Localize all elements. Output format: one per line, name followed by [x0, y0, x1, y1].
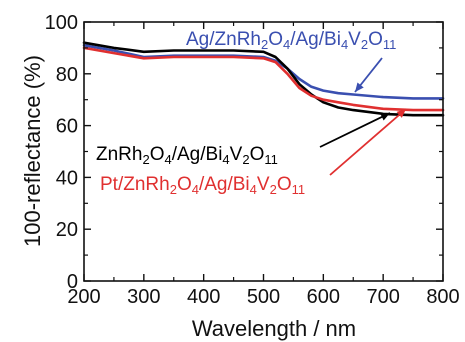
legend-subscript: 4 — [341, 37, 348, 52]
x-tick-label: 500 — [247, 286, 280, 308]
legend-text-part: O — [250, 144, 265, 165]
legend-text-part: O — [150, 144, 165, 165]
legend-arrow-2 — [329, 108, 407, 176]
legend-text-part: V — [348, 29, 361, 50]
x-tick-label: 200 — [67, 286, 100, 308]
legend-arrowhead-0 — [355, 82, 364, 92]
legend-subscript: 2 — [142, 152, 149, 167]
series-line-2 — [82, 46, 445, 112]
legend-text-part: V — [230, 144, 243, 165]
y-tick-label: 0 — [67, 271, 78, 293]
legend-subscript: 2 — [242, 152, 249, 167]
y-tick-label: 60 — [56, 116, 78, 138]
legend-subscript: 2 — [261, 37, 268, 52]
legend-subscript: 4 — [222, 152, 229, 167]
legend-layer: Ag/ZnRh2O4/Ag/Bi4V2O11ZnRh2O4/Ag/Bi4V2O1… — [96, 29, 407, 197]
legend-text-part: Ag/ZnRh — [186, 29, 261, 50]
legend-subscript: 4 — [192, 182, 199, 197]
legend-label-1: ZnRh2O4/Ag/Bi4V2O11 — [96, 144, 278, 167]
legend-subscript: 11 — [383, 37, 397, 52]
x-tick-label: 300 — [127, 286, 160, 308]
legend-subscript: 2 — [170, 182, 177, 197]
legend-text-part: /Ag/Bi — [199, 174, 250, 195]
x-tick-label: 800 — [426, 286, 459, 308]
legend-subscript: 4 — [283, 37, 290, 52]
legend-text-part: ZnRh — [96, 144, 142, 165]
axes-layer: 200 300 400 500 600 700 800 0 20 40 60 80 100 — [45, 12, 460, 308]
legend-subscript: 11 — [292, 182, 306, 197]
series-line-1 — [82, 41, 445, 117]
legend-label-2: Pt/ZnRh2O4/Ag/Bi4V2O11 — [100, 174, 305, 197]
y-axis-title: 100-reflectance (%) — [20, 55, 45, 247]
x-tick-label: 700 — [366, 286, 399, 308]
x-tick-label: 600 — [307, 286, 340, 308]
legend-arrowhead-2 — [396, 109, 406, 118]
legend-subscript: 2 — [361, 37, 368, 52]
legend-text-part: /Ag/Bi — [172, 144, 223, 165]
legend-arrow-1 — [319, 112, 391, 148]
legend-arrowhead-1 — [380, 113, 390, 121]
y-tick-label: 40 — [56, 167, 78, 189]
x-axis-title: Wavelength / nm — [192, 316, 356, 341]
y-tick-label: 100 — [45, 12, 78, 34]
legend-text-part: O — [268, 29, 283, 50]
y-tick-label: 80 — [56, 64, 78, 86]
legend-subscript: 11 — [264, 152, 278, 167]
legend-subscript: 4 — [164, 152, 171, 167]
x-tick-label: 400 — [187, 286, 220, 308]
legend-text-part: O — [177, 174, 192, 195]
legend-subscript: 4 — [250, 182, 257, 197]
series-line-0 — [82, 43, 445, 100]
legend-subscript: 2 — [270, 182, 277, 197]
legend-text-part: O — [368, 29, 383, 50]
y-tick-label: 20 — [56, 219, 78, 241]
legend-text-part: Pt/ZnRh — [100, 174, 170, 195]
legend-text-part: O — [277, 174, 292, 195]
plot-layer — [82, 41, 445, 117]
legend-text-part: V — [257, 174, 270, 195]
legend-label-0: Ag/ZnRh2O4/Ag/Bi4V2O11 — [186, 29, 396, 52]
legend-text-part: /Ag/Bi — [290, 29, 341, 50]
